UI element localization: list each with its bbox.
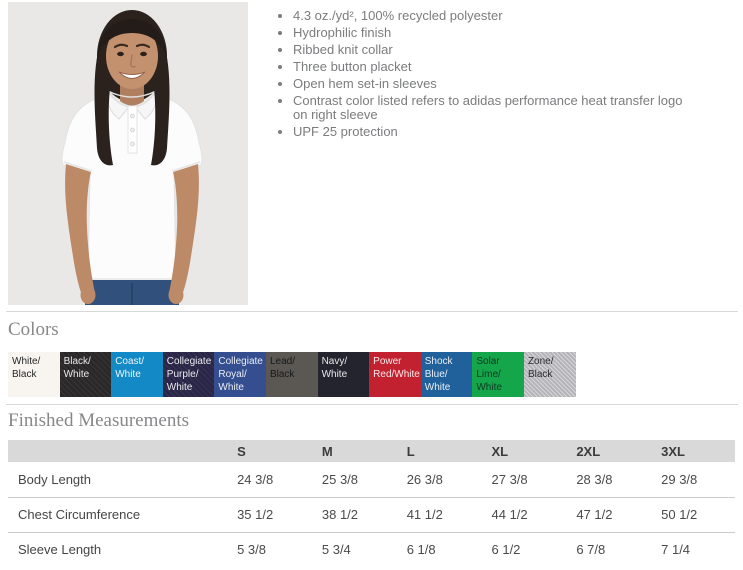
measurements-heading: Finished Measurements	[8, 410, 190, 431]
measurement-value: 27 3/8	[491, 471, 528, 487]
colors-section-divider	[6, 311, 738, 312]
color-swatch-label: Zone/ Black	[527, 356, 554, 380]
measurement-value: 25 3/8	[321, 471, 359, 487]
measurement-value: 26 3/8	[406, 471, 443, 487]
color-swatch-label: White/ Black	[12, 356, 41, 380]
color-swatch-navy-white[interactable]: Navy/ White	[317, 352, 370, 397]
measurement-value: 44 1/2	[480, 496, 566, 532]
feature-item: UPF 25 protection	[293, 125, 689, 139]
color-swatch-row: White/ Black Black/ White Coast/ White C…	[8, 352, 576, 397]
color-swatch-label: Solar Lime/ White	[476, 356, 502, 393]
row-label: Sleeve Length	[8, 531, 227, 567]
feature-item: Hydrophilic finish	[293, 26, 689, 40]
measurement-value: 35 1/2	[226, 496, 311, 532]
measurement-value: 7 1/4	[650, 531, 735, 567]
measurement-value: 50 1/2	[650, 496, 735, 532]
color-swatch-label: Shock Blue/ White	[424, 356, 453, 393]
measurement-value: 5 3/8	[226, 531, 311, 567]
measurement-value: 6 7/8	[565, 531, 651, 567]
measurement-value: 29 3/8	[661, 471, 698, 487]
product-photo[interactable]	[8, 2, 248, 305]
feature-item: Contrast color listed refers to adidas p…	[293, 94, 689, 122]
color-swatch-lead-black[interactable]: Lead/ Black	[265, 352, 318, 397]
color-swatch-shock-blue-white[interactable]: Shock Blue/ White	[420, 352, 473, 397]
color-swatch-collegiate-purple-white[interactable]: Collegiate Purple/ White	[162, 352, 215, 397]
row-label: Body Length	[18, 471, 92, 487]
table-row-sleeve-length: Sleeve Length 5 3/8 5 3/4 6 1/8 6 1/2 6 …	[8, 531, 735, 567]
measurement-value: 38 1/2	[310, 496, 396, 532]
color-swatch-label: Navy/ White	[321, 356, 348, 380]
size-column-header-s: S	[226, 440, 311, 462]
size-column-header-l: L	[395, 440, 481, 462]
size-column-header-2xl: 2XL	[565, 440, 651, 462]
measurements-header-row: S M L XL 2XL 3XL	[8, 440, 735, 462]
feature-list: 4.3 oz./yd², 100% recycled polyester Hyd…	[277, 9, 689, 142]
color-swatch-label: Black/ White	[63, 356, 91, 380]
measurements-header-empty	[8, 440, 227, 462]
measurement-value: 6 1/8	[395, 531, 481, 567]
measurements-table: S M L XL 2XL 3XL Body Length 24 3/8 25 3…	[8, 440, 735, 567]
feature-item: 4.3 oz./yd², 100% recycled polyester	[293, 9, 689, 23]
measurement-value: 28 3/8	[576, 471, 613, 487]
feature-item: Open hem set-in sleeves	[293, 77, 689, 91]
color-swatch-solar-lime-white[interactable]: Solar Lime/ White	[472, 352, 524, 397]
size-column-header-xl: XL	[480, 440, 566, 462]
color-swatch-white-black[interactable]: White/ Black	[8, 352, 60, 397]
color-swatch-zone-black[interactable]: Zone/ Black	[523, 352, 576, 397]
measurement-value: 24 3/8	[237, 471, 274, 487]
color-swatch-label: Coast/ White	[115, 356, 145, 380]
color-swatch-label: Lead/ Black	[269, 356, 295, 380]
measurement-value: 5 3/4	[310, 531, 396, 567]
color-swatch-coast-white[interactable]: Coast/ White	[111, 352, 163, 397]
color-swatch-label: Collegiate Royal/ White	[218, 356, 263, 393]
color-swatch-label: Power Red/White	[373, 356, 420, 380]
table-row-chest-circumference: Chest Circumference 35 1/2 38 1/2 41 1/2…	[8, 496, 735, 532]
feature-item: Ribbed knit collar	[293, 43, 689, 57]
color-swatch-label: Collegiate Purple/ White	[166, 356, 212, 393]
color-swatch-power-red-white[interactable]: Power Red/White	[369, 352, 421, 397]
row-label: Chest Circumference	[8, 496, 227, 532]
size-column-header-m: M	[310, 440, 396, 462]
model-photo-illustration	[8, 2, 248, 305]
measurement-value: 47 1/2	[565, 496, 651, 532]
table-row-body-length: Body Length 24 3/8 25 3/8 26 3/8 27 3/8 …	[8, 462, 735, 497]
measurement-value: 41 1/2	[395, 496, 481, 532]
color-swatch-black-white[interactable]: Black/ White	[59, 352, 112, 397]
size-column-header-3xl: 3XL	[650, 440, 735, 462]
colors-heading: Colors	[8, 319, 59, 340]
feature-item: Three button placket	[293, 60, 689, 74]
measurement-value: 6 1/2	[480, 531, 566, 567]
measurements-section-divider	[6, 404, 738, 405]
color-swatch-collegiate-royal-white[interactable]: Collegiate Royal/ White	[214, 352, 266, 397]
